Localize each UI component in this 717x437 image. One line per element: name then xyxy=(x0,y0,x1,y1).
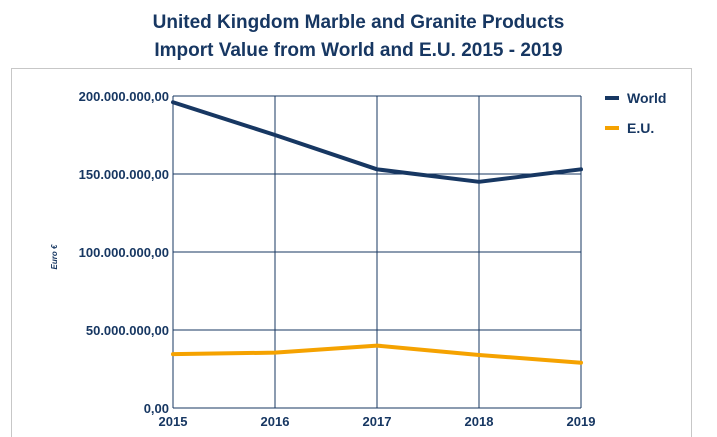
chart-title-line-2: Import Value from World and E.U. 2015 - … xyxy=(154,40,563,61)
chart-title-line-1: United Kingdom Marble and Granite Produc… xyxy=(152,12,565,33)
x-tick-label: 2018 xyxy=(465,414,494,429)
x-tick-labels: 2015 2016 2017 2018 2019 xyxy=(159,414,596,429)
y-tick-label: 50.000.000,00 xyxy=(86,323,169,338)
series-line-eu xyxy=(171,343,583,365)
legend-label: World xyxy=(627,90,666,106)
x-tick-label: 2015 xyxy=(159,414,188,429)
y-tick-label: 150.000.000,00 xyxy=(79,167,169,182)
series-line-world xyxy=(171,100,583,184)
x-tick-label: 2017 xyxy=(363,414,392,429)
x-tick-label: 2019 xyxy=(567,414,596,429)
y-tick-labels: 0,00 50.000.000,00 100.000.000,00 150.000.0… xyxy=(79,89,169,416)
y-axis-label: Euro € xyxy=(50,244,59,269)
legend-label: E.U. xyxy=(627,120,654,136)
y-tick-label: 200.000.000,00 xyxy=(79,89,169,104)
legend: World E.U. xyxy=(605,90,666,136)
series-lines xyxy=(171,100,583,365)
grid-lines xyxy=(172,95,582,409)
x-tick-label: 2016 xyxy=(261,414,290,429)
y-tick-label: 100.000.000,00 xyxy=(79,245,169,260)
y-tick-label: 0,00 xyxy=(144,401,169,416)
chart-frame xyxy=(11,68,692,437)
